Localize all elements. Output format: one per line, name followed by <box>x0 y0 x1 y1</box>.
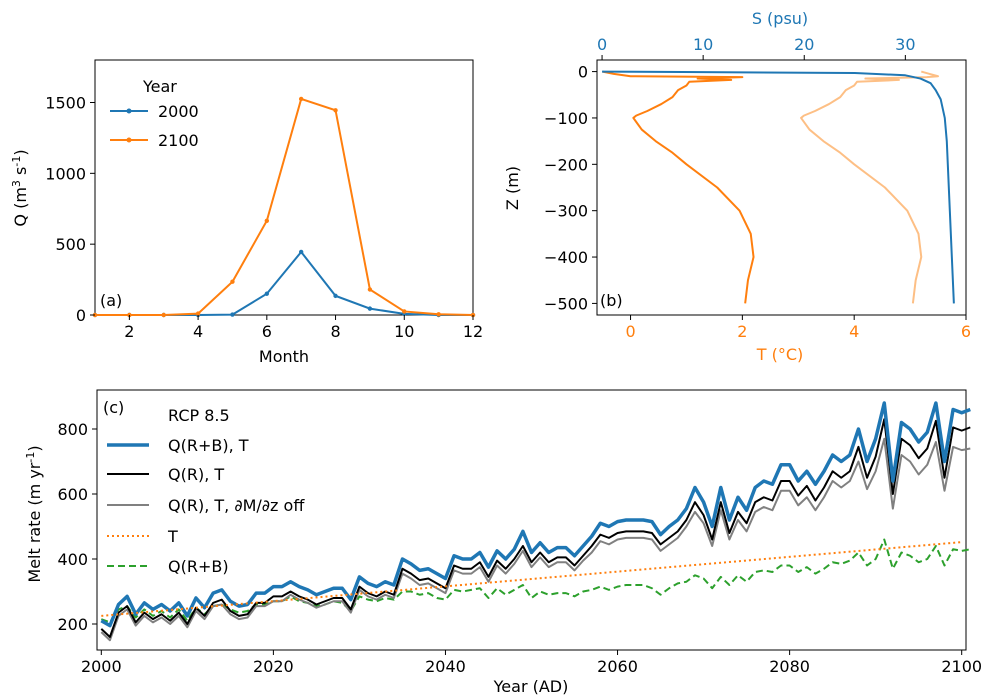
panel-c-frame <box>96 389 967 651</box>
panel-a-series <box>92 96 476 318</box>
series-line-Q(R), T <box>100 418 971 638</box>
data-point-2100-5 <box>230 279 235 284</box>
y-tick-label: 200 <box>57 615 88 634</box>
panel-a-legend-title: Year <box>142 77 177 96</box>
y-tick-label: −300 <box>544 202 588 221</box>
legend-marker-2000 <box>126 108 132 114</box>
legend-label-qrb-t: Q(R+B), T <box>168 436 249 455</box>
data-point-2000-6 <box>264 291 270 296</box>
bottom-x-tick-label: 0 <box>625 322 635 341</box>
x-tick-label: 2000 <box>81 657 122 676</box>
panel-b-bottom-x-ticks: 0 2 4 6 <box>625 315 971 341</box>
profile-line-T <box>602 70 755 304</box>
top-x-tick-label: 0 <box>597 35 607 54</box>
x-tick-label: 2100 <box>941 657 982 676</box>
panel-b-series <box>602 70 955 304</box>
top-x-tick-label: 10 <box>693 35 713 54</box>
bottom-x-tick-label: 2 <box>737 322 747 341</box>
panel-a-y-axis-label: Q (m3 s-1) <box>10 149 30 226</box>
y-tick-label: −100 <box>544 109 588 128</box>
legend-label-2000: 2000 <box>158 102 199 121</box>
panel-a-y-ticks: 0 500 1000 1500 <box>45 94 95 325</box>
x-tick-label: 6 <box>262 322 272 341</box>
x-tick-label: 4 <box>193 322 203 341</box>
x-tick-label: 2 <box>124 322 134 341</box>
top-x-tick-label: 30 <box>895 35 915 54</box>
x-tick-label: 12 <box>463 322 483 341</box>
data-point-2000-9 <box>367 306 373 311</box>
x-tick-label: 2060 <box>597 657 638 676</box>
x-tick-label: 2080 <box>769 657 810 676</box>
y-tick-label: 0 <box>578 63 588 82</box>
data-point-2100-4 <box>195 311 201 316</box>
x-tick-label: 2040 <box>425 657 466 676</box>
series-line-2100 <box>95 97 474 316</box>
legend-marker-2100 <box>126 137 132 143</box>
x-tick-label: 2020 <box>253 657 294 676</box>
y-tick-label: 1000 <box>45 164 86 183</box>
bottom-x-tick-label: 6 <box>961 322 971 341</box>
legend-label-t: T <box>167 527 178 546</box>
data-point-2000-5 <box>230 312 235 317</box>
y-tick-label: −200 <box>544 155 588 174</box>
panel-b-y-axis-label: Z (m) <box>503 166 522 210</box>
data-point-2100-6 <box>264 218 270 223</box>
panel-a-x-axis-label: Month <box>259 347 309 366</box>
panel-b-top-x-ticks: 0 10 20 30 <box>597 35 916 60</box>
data-point-2100-8 <box>333 108 338 113</box>
panel-b-bottom-axis-label: T (°C) <box>756 345 804 364</box>
panel-c: 2000 2020 2040 2060 2080 2100 200 400 600 800 (c… <box>24 389 982 696</box>
data-point-2100-3 <box>161 312 166 318</box>
y-tick-label: 600 <box>57 485 88 504</box>
top-x-tick-label: 20 <box>794 35 814 54</box>
panel-a-legend: Year 2000 2100 <box>110 77 199 150</box>
legend-label-qrb: Q(R+B) <box>168 557 229 576</box>
series-line-Q(R+B) <box>100 538 971 624</box>
y-tick-label: 800 <box>57 420 88 439</box>
panel-c-y-ticks: 200 400 600 800 <box>57 420 97 634</box>
y-tick-label: −400 <box>544 248 588 267</box>
panel-c-x-ticks: 2000 2020 2040 2060 2080 2100 <box>81 650 982 676</box>
panel-a-x-ticks: 2 4 6 8 10 12 <box>124 315 483 341</box>
legend-label-qr-t-off: Q(R), T, ∂M/∂z off <box>168 496 305 515</box>
data-point-2000-7 <box>298 249 304 255</box>
y-tick-label: 400 <box>57 550 88 569</box>
data-point-2100-10 <box>402 309 407 314</box>
y-tick-label: 500 <box>55 235 86 254</box>
panel-c-label: (c) <box>103 398 124 417</box>
panel-b-label: (b) <box>600 291 623 310</box>
data-point-2100-7 <box>298 96 304 102</box>
legend-label-qr-t: Q(R), T <box>168 465 224 484</box>
panel-c-legend: RCP 8.5 Q(R+B), T Q(R), T Q(R), T, ∂M/∂z… <box>107 406 305 576</box>
data-point-2000-8 <box>333 293 338 299</box>
profile-line-T (second profile) <box>800 70 940 304</box>
data-point-2100-9 <box>367 287 373 292</box>
y-tick-label: 0 <box>76 306 86 325</box>
panel-a-label: (a) <box>100 291 122 310</box>
panel-b-frame <box>596 59 967 316</box>
panel-c-legend-title: RCP 8.5 <box>168 406 230 425</box>
x-tick-label: 8 <box>330 322 340 341</box>
panel-c-series <box>100 401 971 642</box>
series-line-Q(R+B), T <box>100 401 971 628</box>
series-line-T <box>101 541 962 617</box>
bottom-x-tick-label: 4 <box>849 322 859 341</box>
series-line-Q(R), T, ∂M/∂z off <box>100 437 971 642</box>
panel-a: 2 4 6 8 10 12 0 500 1000 1500 (a) Month Q (m3 s-… <box>10 59 483 366</box>
y-tick-label: 1500 <box>45 94 86 113</box>
y-tick-label: −500 <box>544 294 588 313</box>
panel-c-x-axis-label: Year (AD) <box>493 677 569 696</box>
x-tick-label: 10 <box>394 322 414 341</box>
panel-a-frame <box>94 59 474 316</box>
panel-b-y-ticks: 0 −100 −200 −300 −400 −500 <box>544 63 597 313</box>
series-line-2000 <box>95 250 473 316</box>
panel-b: 0 2 4 6 0 10 20 30 0 −100 −200 −300 −400 −500 (b) T… <box>503 9 971 364</box>
panel-b-top-axis-label: S (psu) <box>752 9 808 28</box>
profile-line-S <box>602 70 955 304</box>
panel-c-y-axis-label: Melt rate (m yr-1) <box>24 445 44 582</box>
data-point-2100-11 <box>436 312 441 317</box>
legend-label-2100: 2100 <box>158 131 199 150</box>
